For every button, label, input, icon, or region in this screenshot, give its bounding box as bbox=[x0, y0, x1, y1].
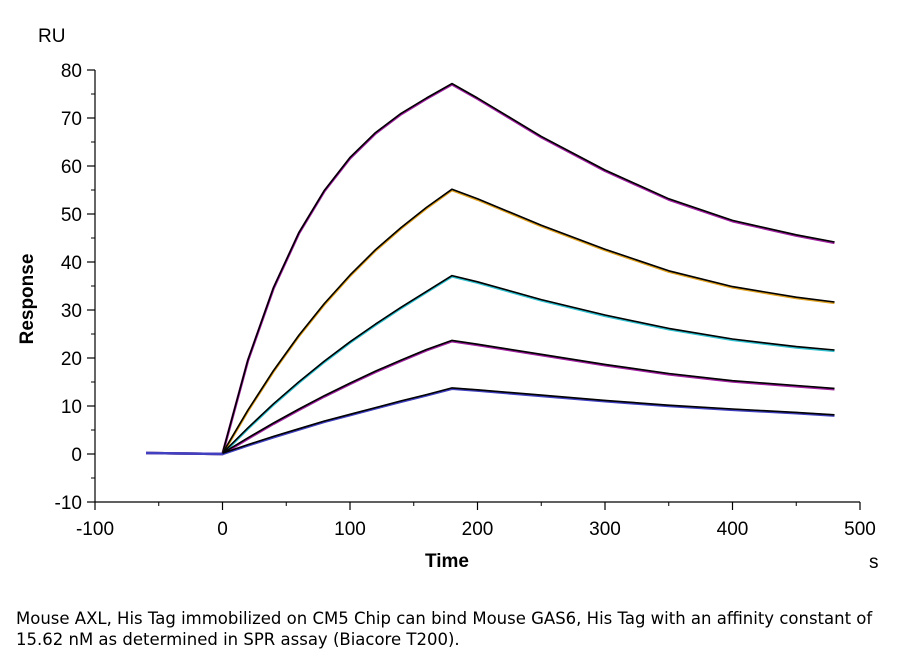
y-unit-label: RU bbox=[38, 26, 65, 47]
labels: RU Response Time s bbox=[17, 26, 879, 573]
x-tick-label: 0 bbox=[217, 519, 228, 540]
x-tick-label: 100 bbox=[334, 519, 366, 540]
y-tick-label: 20 bbox=[61, 349, 82, 370]
y-tick-label: -10 bbox=[55, 493, 82, 514]
y-tick-label: 40 bbox=[61, 253, 82, 274]
x-unit-label: s bbox=[869, 552, 879, 573]
series-group bbox=[145, 82, 835, 456]
y-axis-title: Response bbox=[17, 254, 38, 345]
series-2-data-line bbox=[145, 188, 835, 456]
y-tick-label: 80 bbox=[61, 61, 82, 82]
x-tick-label: 500 bbox=[844, 519, 876, 540]
series-1-fit-line bbox=[221, 82, 835, 454]
series-5-fit-line bbox=[222, 387, 835, 454]
figure-caption: Mouse AXL, His Tag immobilized on CM5 Ch… bbox=[16, 609, 873, 649]
x-axis-title: Time bbox=[425, 551, 469, 572]
x-tick-label: 300 bbox=[589, 519, 621, 540]
series-2-fit-line bbox=[221, 188, 835, 454]
y-tick-label: 30 bbox=[61, 301, 82, 322]
y-tick-label: 0 bbox=[71, 445, 82, 466]
y-tick-label: 50 bbox=[61, 205, 82, 226]
series-3-fit-line bbox=[221, 274, 835, 454]
x-tick-label: -100 bbox=[76, 519, 114, 540]
y-tick-label: 60 bbox=[61, 157, 82, 178]
series-1-data-line bbox=[145, 83, 835, 456]
x-tick-label: 400 bbox=[717, 519, 749, 540]
y-tick-label: 70 bbox=[61, 109, 82, 130]
y-tick-label: 10 bbox=[61, 397, 82, 418]
x-tick-label: 200 bbox=[462, 519, 494, 540]
series-4-fit-line bbox=[222, 339, 835, 454]
